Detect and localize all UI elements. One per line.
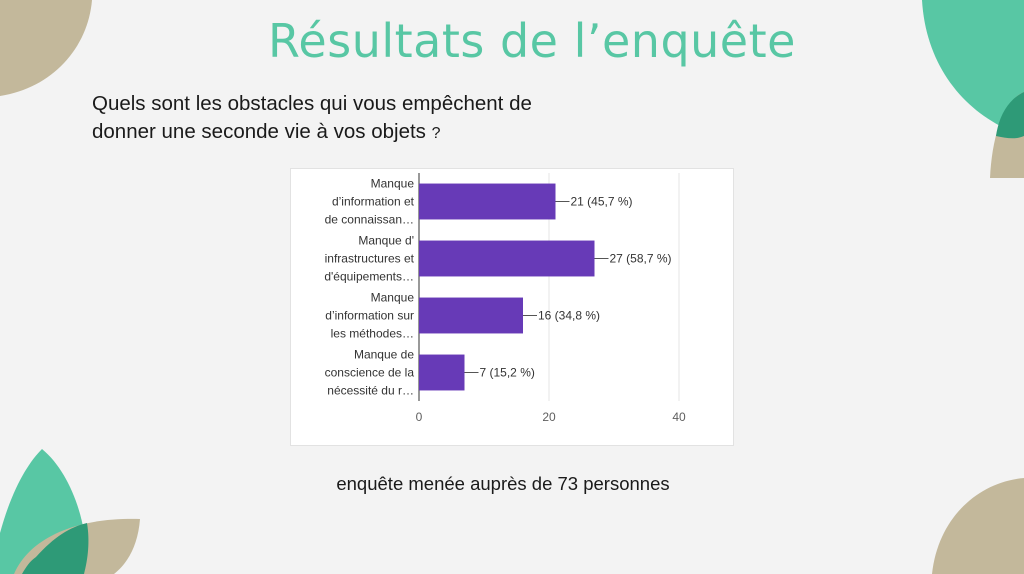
data-label: 21 (45,7 %): [571, 195, 633, 209]
category-label: d'équipements…: [324, 270, 414, 284]
leaf-decoration-top-left: [0, 0, 92, 96]
category-label: de connaissan…: [325, 213, 414, 227]
question-mark: ?: [431, 125, 441, 142]
bar: [419, 240, 595, 277]
bar-chart-card: 0 20 40 Manque d’information et de connaissan…: [290, 168, 734, 446]
category-label: Manque: [371, 291, 415, 305]
leaf-decoration-top-right: [922, 0, 1024, 178]
question-line-1: Quels sont les obstacles qui vous empêch…: [92, 92, 532, 115]
data-label: 16 (34,8 %): [538, 309, 600, 323]
category-label: conscience de la: [325, 366, 415, 380]
survey-footnote: enquête menée auprès de 73 personnes: [336, 473, 670, 494]
category-label: d’information sur: [325, 309, 414, 323]
question-line-2-text: donner une seconde vie à vos objets: [92, 120, 426, 143]
leaf-decoration-bottom-right: [932, 478, 1024, 574]
data-label: 7 (15,2 %): [480, 366, 535, 380]
question-line-2: donner une seconde vie à vos objets ?: [92, 118, 612, 148]
category-label: les méthodes…: [331, 327, 414, 341]
bar: [419, 297, 523, 334]
x-tick-label: 20: [542, 410, 556, 424]
category-label: Manque d': [358, 234, 414, 248]
slide-title: Résultats de l’enquête: [268, 14, 796, 68]
category-label: infrastructures et: [325, 252, 415, 266]
x-tick-label: 0: [416, 410, 423, 424]
category-label: nécessité du r…: [327, 384, 414, 398]
bar: [419, 354, 465, 391]
category-label: Manque de: [354, 348, 414, 362]
category-label: Manque: [371, 177, 415, 191]
bar-chart: 0 20 40 Manque d’information et de connaissan…: [324, 173, 686, 424]
bar: [419, 183, 556, 220]
leaf-decoration-bottom-left: [0, 449, 140, 574]
x-tick-label: 40: [672, 410, 686, 424]
category-label: d’information et: [332, 195, 415, 209]
survey-question: Quels sont les obstacles qui vous empêch…: [92, 90, 612, 148]
data-label: 27 (58,7 %): [610, 252, 672, 266]
